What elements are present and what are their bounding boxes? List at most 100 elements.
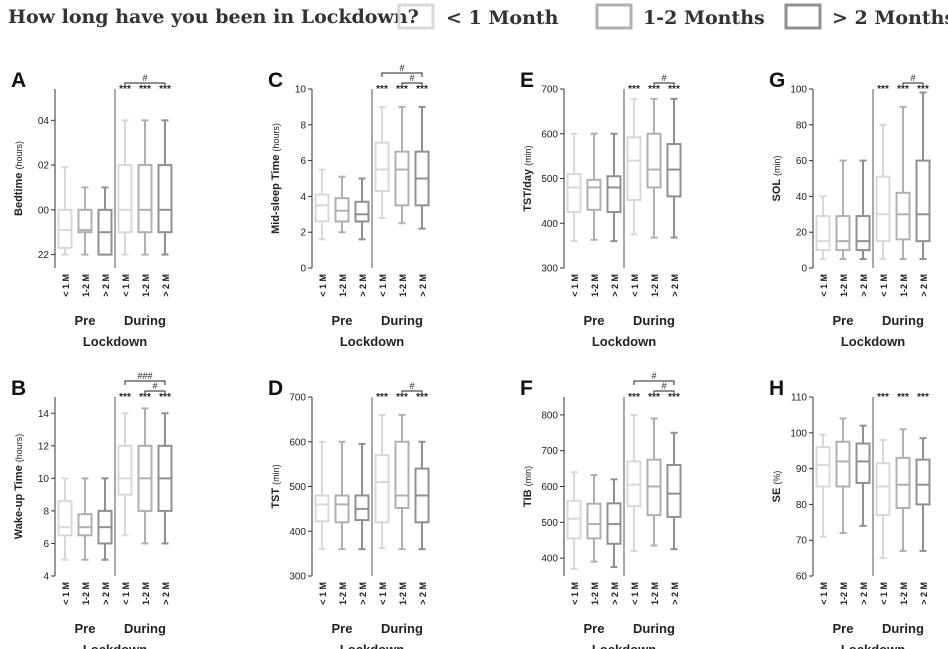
iqr-box [394,150,410,207]
legend-label-gt2: > 2 Months [832,7,948,29]
iqr-box [646,132,662,189]
bracket-line [401,82,423,87]
y-tick-label: 300 [541,264,558,275]
box-c-4 [374,105,390,219]
x-category-label: 1-2 M [839,582,849,605]
panel-letter-a: A [11,69,26,92]
box-c-1 [314,168,330,241]
significance-stars: *** [119,392,131,403]
y-tick-label: 12 [38,441,50,452]
significance-stars: *** [159,392,171,403]
box-d-3 [354,442,370,551]
iqr-box [77,513,93,537]
bracket-label: # [399,63,404,73]
box-e-5 [646,97,662,239]
box-b-2 [77,477,93,561]
iqr-box [117,164,133,234]
group-label-during: During [381,621,423,636]
x-category-label: > 2 M [161,274,171,297]
x-category-label: 1-2 M [650,582,660,605]
x-category-label: > 2 M [670,582,680,605]
iqr-box [875,462,891,517]
y-tick-label: 4 [43,572,49,583]
box-b-6 [157,412,173,545]
y-tick-label: 600 [541,129,558,140]
y-tick-label: 0 [300,264,306,275]
box-g-2 [835,159,851,261]
x-category-label: > 2 M [919,582,929,605]
x-axis-title: Lockdown [83,642,147,649]
panel-letter-g: G [769,69,785,92]
x-axis-title: Lockdown [841,334,905,349]
iqr-box [815,215,831,252]
iqr-box [895,456,911,509]
x-category-label: 1-2 M [141,582,151,605]
group-label-pre: Pre [833,313,854,328]
x-category-label: > 2 M [670,274,680,297]
legend-title: How long have you been in Lockdown? [8,6,419,28]
bracket-label: # [661,381,666,391]
y-tick-label: 60 [796,156,808,167]
y-axis-label-a: Bedtime (hours) [13,141,25,216]
significance-stars: *** [396,392,408,403]
iqr-box [334,494,350,524]
group-label-pre: Pre [75,621,96,636]
y-tick-label: 100 [790,85,807,96]
group-label-during: During [882,313,924,328]
y-tick-label: 500 [289,482,306,493]
significance-stars: *** [648,84,660,95]
iqr-box [77,208,93,234]
box-a-5 [137,119,153,256]
x-category-label: > 2 M [610,274,620,297]
comparison-bracket: # [902,73,924,87]
x-category-label: > 2 M [919,274,929,297]
box-d-1 [314,440,330,551]
y-tick-label: 04 [38,116,50,127]
iqr-box [374,141,390,193]
y-tick-label: 14 [38,409,50,420]
box-e-4 [626,97,642,236]
significance-stars: *** [376,392,388,403]
significance-stars: *** [877,84,889,95]
box-b-3 [97,477,113,561]
box-e-2 [586,132,602,241]
x-category-label: < 1 M [378,582,388,605]
x-category-label: > 2 M [358,274,368,297]
x-category-label: < 1 M [318,582,328,605]
box-g-6 [915,91,931,261]
box-f-1 [566,471,582,570]
y-tick-label: 300 [289,572,306,583]
iqr-box [314,193,330,223]
box-d-2 [334,440,350,551]
significance-stars: *** [139,84,151,95]
x-category-label: < 1 M [570,582,580,605]
significance-stars: *** [159,84,171,95]
y-tick-label: 0 [801,264,807,275]
box-f-2 [586,474,602,563]
significance-stars: *** [648,392,660,403]
y-tick-label: 6 [43,539,49,550]
x-axis-title: Lockdown [340,642,404,649]
group-label-during: During [633,621,675,636]
comparison-bracket: # [653,73,675,87]
bracket-label: ### [137,371,152,381]
legend-swatch-1to2 [595,3,633,30]
legend-label-lt1: < 1 Month [446,7,559,29]
iqr-box [586,502,602,540]
bracket-label: # [910,73,915,83]
y-tick-label: 20 [796,228,808,239]
y-tick-label: 60 [796,572,808,583]
y-axis-label-b: Wake-up Time (hours) [13,434,25,540]
iqr-box [815,446,831,488]
y-axis-label-g: SOL (min) [771,156,783,202]
bracket-label: # [651,371,656,381]
iqr-box [915,159,931,243]
box-g-4 [875,123,891,261]
x-category-label: > 2 M [358,582,368,605]
x-category-label: > 2 M [101,582,111,605]
x-category-label: < 1 M [630,274,640,297]
